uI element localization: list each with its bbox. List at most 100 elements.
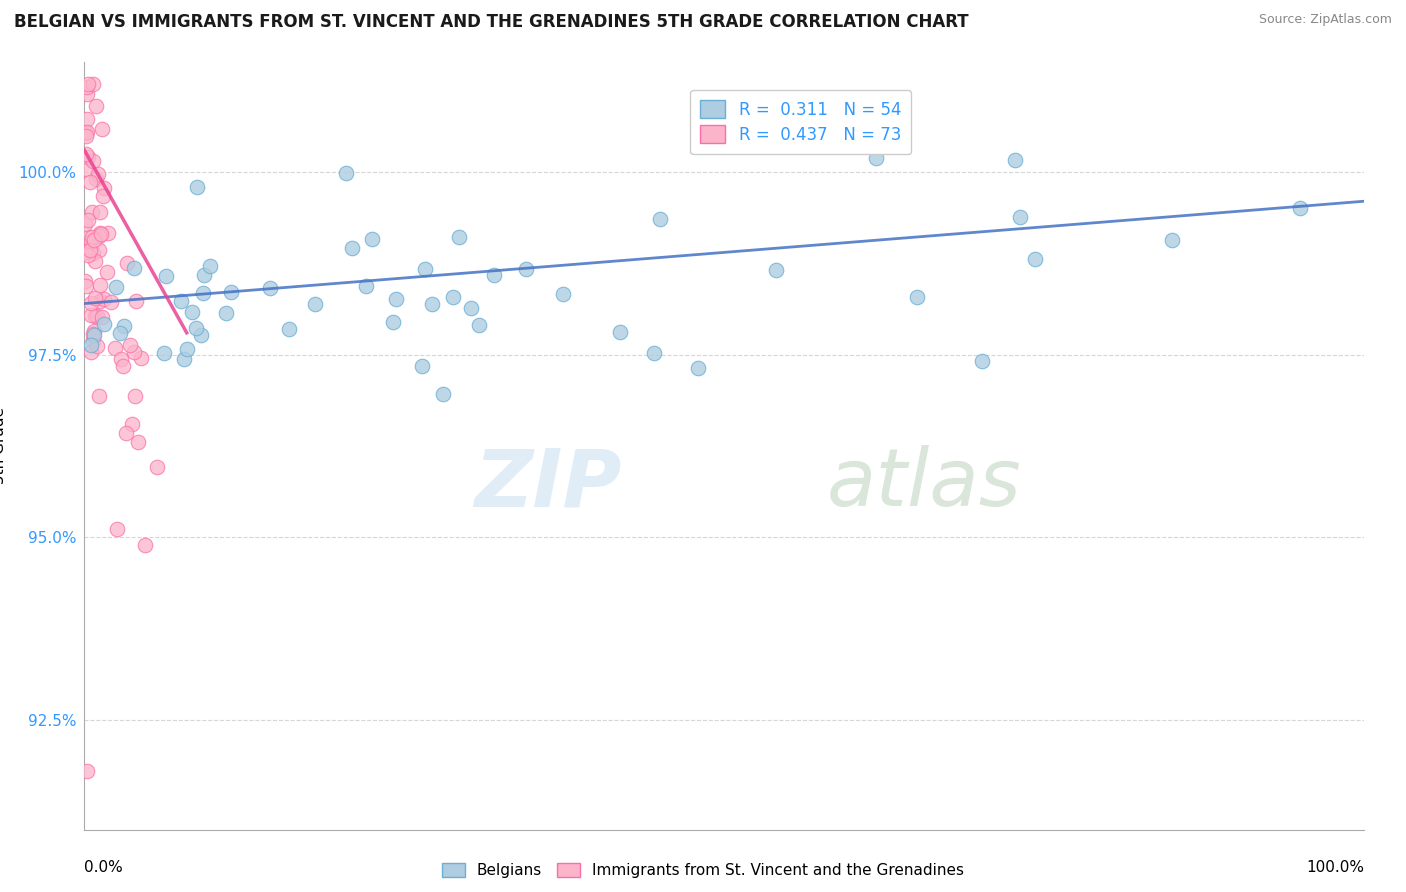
- Point: [972, 353, 994, 368]
- Point: [77, 247, 100, 261]
- Point: [124, 389, 146, 403]
- Point: [354, 279, 377, 293]
- Point: [89, 226, 111, 240]
- Point: [83, 328, 105, 343]
- Point: [89, 205, 111, 219]
- Point: [110, 352, 132, 367]
- Point: [173, 351, 195, 366]
- Text: atlas: atlas: [827, 445, 1021, 524]
- Point: [77, 213, 100, 227]
- Point: [193, 268, 215, 283]
- Point: [155, 268, 177, 283]
- Point: [79, 175, 101, 189]
- Point: [86, 310, 108, 324]
- Point: [104, 280, 127, 294]
- Point: [385, 292, 408, 306]
- Point: [1024, 252, 1046, 266]
- Point: [84, 291, 107, 305]
- Point: [134, 538, 156, 552]
- Point: [80, 234, 103, 248]
- Point: [80, 338, 103, 352]
- Point: [87, 168, 110, 182]
- Point: [259, 281, 281, 295]
- Point: [89, 277, 111, 292]
- Point: [686, 360, 709, 375]
- Point: [277, 321, 299, 335]
- Point: [93, 180, 115, 194]
- Point: [643, 346, 665, 360]
- Point: [449, 229, 471, 244]
- Point: [75, 127, 97, 141]
- Point: [186, 180, 208, 194]
- Point: [553, 286, 575, 301]
- Point: [342, 241, 364, 255]
- Legend: Belgians, Immigrants from St. Vincent and the Grenadines: Belgians, Immigrants from St. Vincent an…: [436, 857, 970, 884]
- Point: [76, 150, 98, 164]
- Point: [97, 226, 120, 240]
- Point: [515, 262, 537, 277]
- Point: [170, 293, 193, 308]
- Text: Source: ZipAtlas.com: Source: ZipAtlas.com: [1258, 13, 1392, 27]
- Point: [75, 244, 97, 259]
- Point: [76, 79, 98, 94]
- Point: [82, 246, 104, 260]
- Point: [77, 240, 100, 254]
- Point: [200, 259, 222, 273]
- Point: [107, 522, 129, 536]
- Point: [124, 344, 146, 359]
- Point: [73, 274, 96, 288]
- Text: 100.0%: 100.0%: [1306, 860, 1364, 875]
- Point: [441, 290, 464, 304]
- Point: [82, 78, 104, 92]
- Point: [76, 229, 98, 244]
- Point: [82, 327, 104, 342]
- Point: [360, 232, 382, 246]
- Point: [413, 262, 436, 277]
- Point: [420, 297, 443, 311]
- Point: [112, 319, 135, 334]
- Point: [75, 147, 97, 161]
- Point: [83, 233, 105, 247]
- Point: [122, 260, 145, 275]
- Point: [108, 326, 131, 340]
- Point: [129, 351, 152, 366]
- Point: [76, 162, 98, 177]
- Point: [90, 122, 112, 136]
- Point: [1161, 233, 1184, 247]
- Y-axis label: 5th Grade: 5th Grade: [0, 408, 7, 484]
- Point: [104, 341, 127, 355]
- Point: [190, 327, 212, 342]
- Point: [905, 290, 928, 304]
- Point: [76, 125, 98, 139]
- Point: [115, 256, 138, 270]
- Point: [79, 244, 101, 258]
- Point: [100, 294, 122, 309]
- Point: [76, 87, 98, 102]
- Point: [84, 98, 107, 112]
- Point: [219, 285, 242, 300]
- Text: ZIP: ZIP: [474, 445, 621, 524]
- Point: [79, 295, 101, 310]
- Point: [73, 218, 96, 232]
- Point: [1288, 201, 1310, 215]
- Point: [77, 78, 100, 92]
- Text: 0.0%: 0.0%: [84, 860, 124, 875]
- Point: [335, 165, 357, 179]
- Point: [865, 151, 887, 165]
- Point: [432, 386, 454, 401]
- Point: [80, 308, 103, 322]
- Point: [75, 128, 97, 143]
- Point: [80, 204, 103, 219]
- Point: [82, 333, 104, 347]
- Point: [304, 297, 326, 311]
- Point: [180, 304, 202, 318]
- Point: [153, 346, 176, 360]
- Point: [80, 344, 103, 359]
- Point: [83, 324, 105, 338]
- Point: [460, 301, 482, 315]
- Point: [382, 315, 405, 329]
- Point: [96, 265, 118, 279]
- Point: [650, 211, 672, 226]
- Point: [184, 321, 207, 335]
- Point: [76, 764, 98, 778]
